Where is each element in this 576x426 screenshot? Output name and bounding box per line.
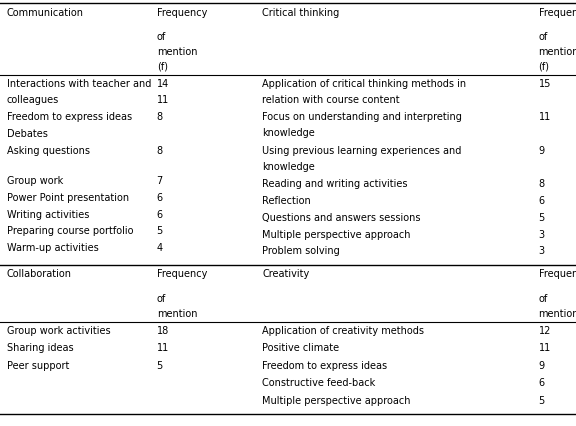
Text: Frequency: Frequency (157, 269, 207, 279)
Text: Peer support: Peer support (7, 360, 69, 370)
Text: Group work: Group work (7, 176, 63, 186)
Text: Multiple perspective approach: Multiple perspective approach (262, 395, 411, 405)
Text: 6: 6 (539, 377, 545, 387)
Text: mention: mention (157, 308, 197, 318)
Text: Reading and writing activities: Reading and writing activities (262, 179, 408, 189)
Text: Positive climate: Positive climate (262, 343, 339, 352)
Text: 5: 5 (157, 360, 163, 370)
Text: Asking questions: Asking questions (7, 146, 90, 155)
Text: 5: 5 (539, 395, 545, 405)
Text: Constructive feed-back: Constructive feed-back (262, 377, 376, 387)
Text: 6: 6 (157, 209, 163, 219)
Text: 15: 15 (539, 79, 551, 89)
Text: Collaboration: Collaboration (7, 269, 72, 279)
Text: 11: 11 (539, 112, 551, 122)
Text: Preparing course portfolio: Preparing course portfolio (7, 226, 134, 236)
Text: Freedom to express ideas: Freedom to express ideas (7, 112, 132, 122)
Text: Application of creativity methods: Application of creativity methods (262, 325, 424, 335)
Text: Problem solving: Problem solving (262, 246, 340, 256)
Text: mention: mention (157, 47, 197, 57)
Text: 18: 18 (157, 325, 169, 335)
Text: 12: 12 (539, 325, 551, 335)
Text: 6: 6 (539, 196, 545, 206)
Text: Warm-up activities: Warm-up activities (7, 242, 98, 253)
Text: 8: 8 (539, 179, 545, 189)
Text: 7: 7 (157, 176, 163, 186)
Text: 5: 5 (539, 213, 545, 222)
Text: knowledge: knowledge (262, 161, 315, 172)
Text: Frequency: Frequency (157, 8, 207, 17)
Text: Focus on understanding and interpreting: Focus on understanding and interpreting (262, 112, 462, 122)
Text: Reflection: Reflection (262, 196, 311, 206)
Text: Sharing ideas: Sharing ideas (7, 343, 74, 352)
Text: 3: 3 (539, 229, 545, 239)
Text: 6: 6 (157, 193, 163, 202)
Text: Creativity: Creativity (262, 269, 309, 279)
Text: Questions and answers sessions: Questions and answers sessions (262, 213, 420, 222)
Text: 14: 14 (157, 79, 169, 89)
Text: Power Point presentation: Power Point presentation (7, 193, 129, 202)
Text: Debates: Debates (7, 129, 48, 139)
Text: of: of (539, 32, 548, 42)
Text: mention: mention (539, 308, 576, 318)
Text: Writing activities: Writing activities (7, 209, 89, 219)
Text: 5: 5 (157, 226, 163, 236)
Text: Freedom to express ideas: Freedom to express ideas (262, 360, 387, 370)
Text: mention: mention (539, 47, 576, 57)
Text: 9: 9 (539, 146, 545, 155)
Text: of: of (157, 32, 166, 42)
Text: 8: 8 (157, 112, 163, 122)
Text: Application of critical thinking methods in: Application of critical thinking methods… (262, 79, 466, 89)
Text: of: of (539, 294, 548, 303)
Text: Interactions with teacher and: Interactions with teacher and (7, 79, 151, 89)
Text: colleagues: colleagues (7, 95, 59, 105)
Text: Multiple perspective approach: Multiple perspective approach (262, 229, 411, 239)
Text: (f): (f) (157, 61, 168, 72)
Text: 8: 8 (157, 146, 163, 155)
Text: 9: 9 (539, 360, 545, 370)
Text: Critical thinking: Critical thinking (262, 8, 339, 17)
Text: Communication: Communication (7, 8, 84, 17)
Text: 4: 4 (157, 242, 163, 253)
Text: 11: 11 (539, 343, 551, 352)
Text: Frequency: Frequency (539, 8, 576, 17)
Text: 11: 11 (157, 343, 169, 352)
Text: relation with course content: relation with course content (262, 95, 400, 105)
Text: knowledge: knowledge (262, 128, 315, 138)
Text: of: of (157, 294, 166, 303)
Text: 11: 11 (157, 95, 169, 105)
Text: (f): (f) (539, 61, 550, 72)
Text: Frequency: Frequency (539, 269, 576, 279)
Text: Using previous learning experiences and: Using previous learning experiences and (262, 146, 461, 155)
Text: Group work activities: Group work activities (7, 325, 111, 335)
Text: 3: 3 (539, 246, 545, 256)
